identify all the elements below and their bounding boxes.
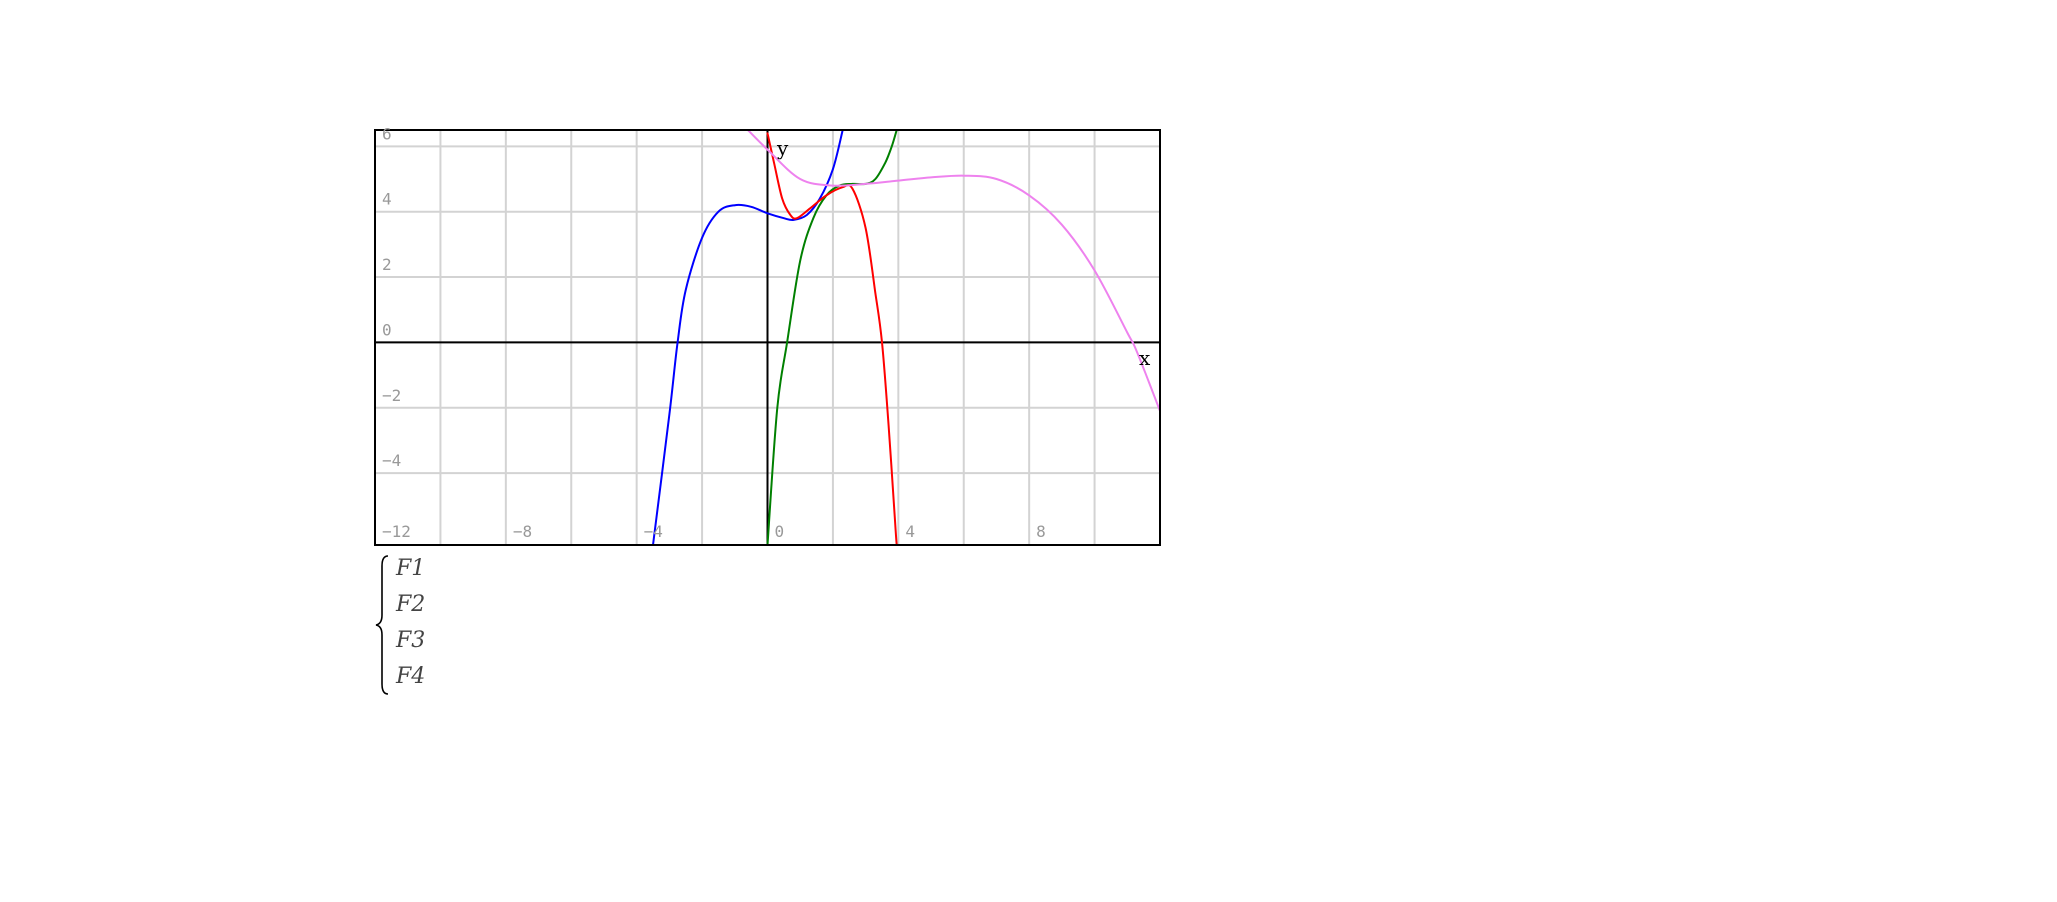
x-tick-label: −8 — [513, 522, 532, 541]
plot-frame — [374, 129, 1161, 546]
y-tick-label: 2 — [382, 255, 392, 274]
series-line-f2 — [766, 130, 898, 545]
y-axis-label: y — [776, 136, 789, 160]
axes — [375, 130, 1160, 545]
x-tick-label: 8 — [1036, 522, 1046, 541]
legend-entry-f4: F4 — [395, 664, 425, 689]
y-tick-label: 0 — [382, 320, 392, 339]
x-tick-label: −12 — [382, 522, 411, 541]
x-tick-label: 4 — [905, 522, 915, 541]
series-group — [652, 130, 1160, 545]
legend: F1 F2 F3 F4 — [375, 555, 425, 695]
legend-entry-f1: F1 — [395, 556, 425, 581]
x-tick-label: −4 — [644, 522, 663, 541]
tick-labels: −12 −8 −4 0 4 8 6 4 2 0 −2 −4 — [382, 124, 1046, 541]
x-tick-label: 0 — [775, 522, 785, 541]
legend-entry-f3: F3 — [395, 628, 425, 653]
y-tick-label: −4 — [382, 451, 401, 470]
legend-brace — [375, 555, 389, 695]
x-axis-label: x — [1139, 346, 1151, 370]
legend-entry-f2: F2 — [395, 592, 425, 617]
y-tick-label: −2 — [382, 386, 401, 405]
series-line-f1 — [652, 130, 844, 545]
y-tick-label: 4 — [382, 190, 392, 209]
series-line-f4 — [746, 130, 1160, 412]
y-tick-label: 6 — [382, 124, 392, 143]
